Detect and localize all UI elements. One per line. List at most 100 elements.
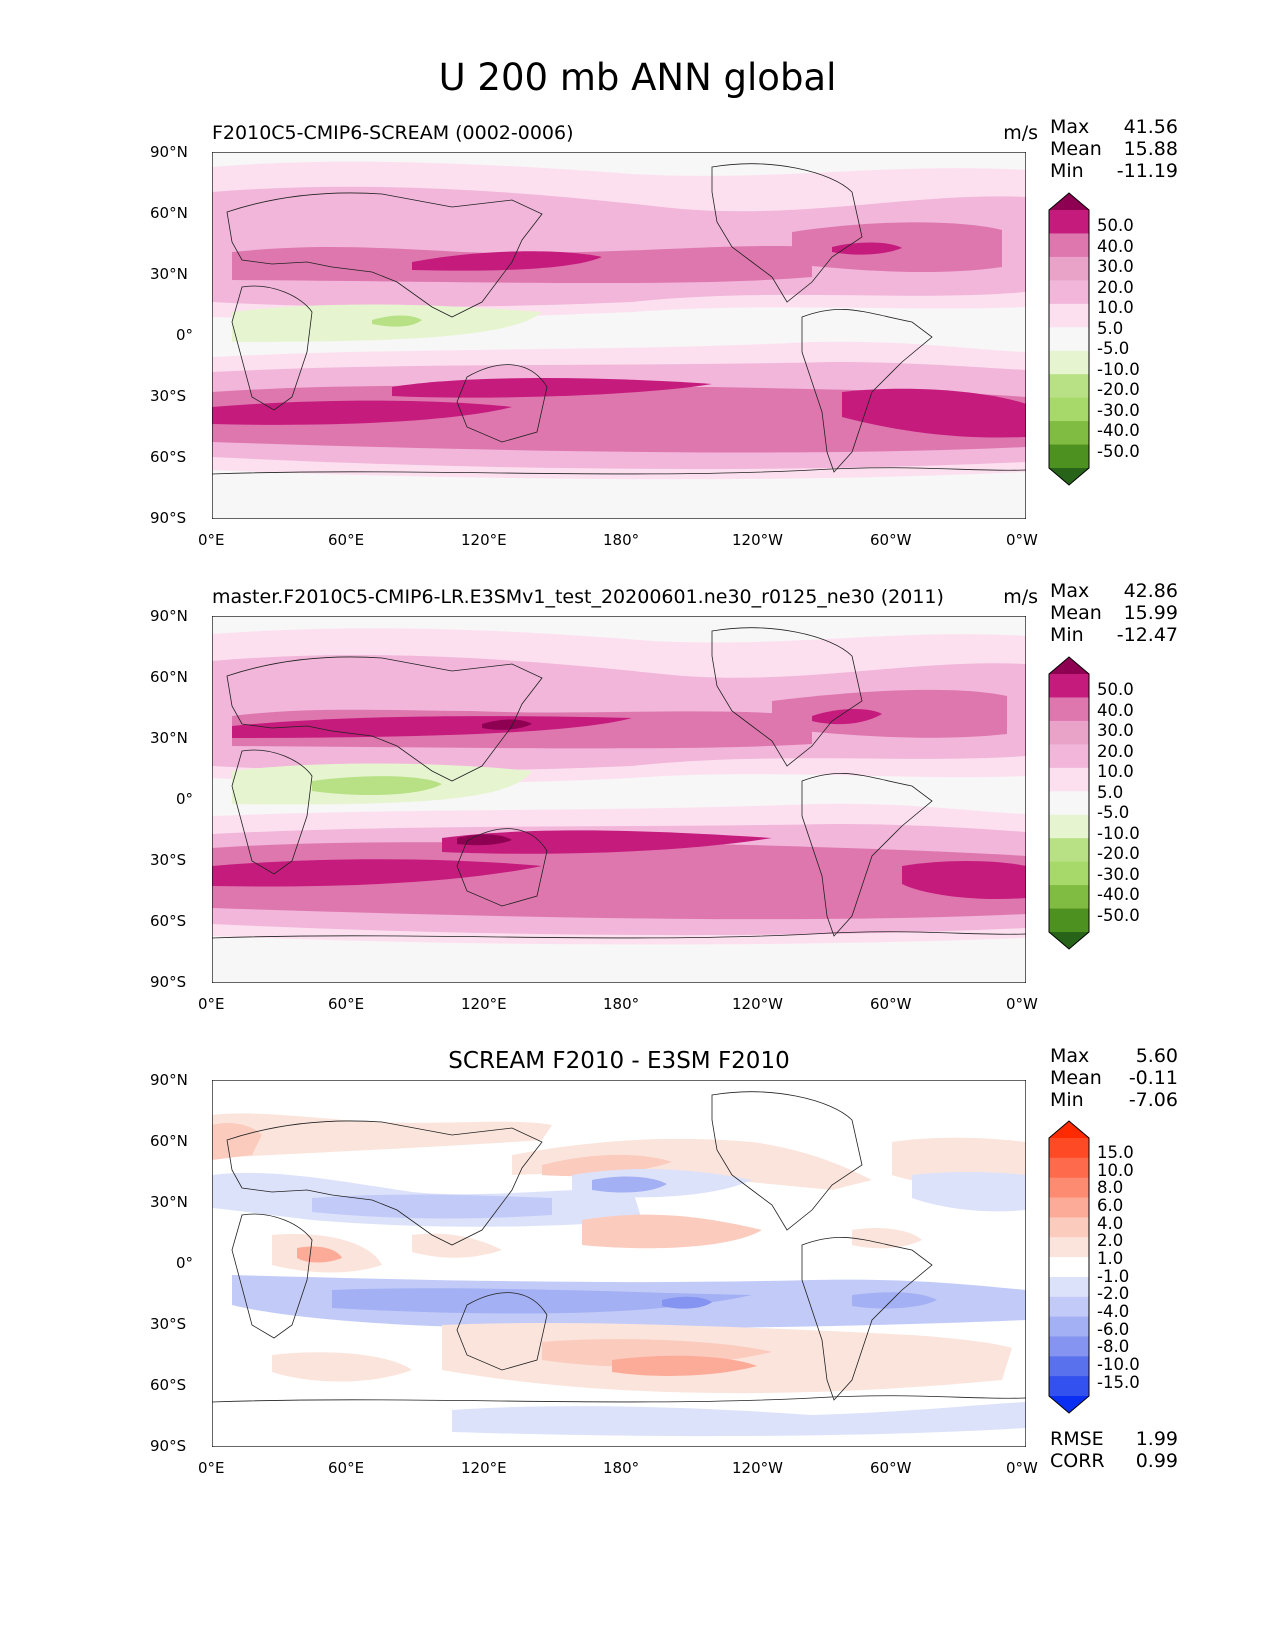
stat-min-value: -11.19 bbox=[1116, 160, 1178, 182]
colorbar-tick-label: 50.0 bbox=[1097, 680, 1134, 699]
lat-tick: 0° bbox=[176, 790, 194, 808]
lat-tick: 0° bbox=[176, 1254, 194, 1272]
lat-tick: 30°S bbox=[150, 1315, 187, 1333]
corr-value: 0.99 bbox=[1135, 1450, 1178, 1472]
stat-min-label: Min bbox=[1050, 1089, 1084, 1111]
lat-tick: 30°N bbox=[150, 1193, 188, 1211]
colorbar-swatch bbox=[1049, 885, 1089, 910]
lon-tick: 120°W bbox=[732, 1459, 783, 1477]
colorbar-tick-label: 40.0 bbox=[1097, 700, 1134, 720]
lat-tick: 90°N bbox=[150, 1071, 188, 1089]
rmse-label: RMSE bbox=[1050, 1428, 1104, 1450]
contour-band-sh40 bbox=[212, 400, 512, 425]
stat-max-label: Max bbox=[1050, 1045, 1090, 1067]
lon-tick: 60°E bbox=[328, 995, 365, 1013]
colorbar-tick-label: -10.0 bbox=[1097, 359, 1140, 379]
colorbar-swatch bbox=[1049, 674, 1089, 698]
panel-2-colorbar bbox=[1048, 656, 1090, 950]
lon-tick: 120°E bbox=[461, 995, 507, 1013]
colorbar-extend-max bbox=[1049, 657, 1089, 674]
colorbar-tick-label: -30.0 bbox=[1097, 400, 1140, 420]
panel-2-map bbox=[212, 616, 1026, 983]
colorbar-swatch bbox=[1049, 1217, 1089, 1238]
colorbar-swatch bbox=[1049, 233, 1089, 258]
colorbar-swatch bbox=[1049, 1336, 1089, 1357]
panel-1-map bbox=[212, 152, 1026, 519]
coastline-outline bbox=[212, 163, 1026, 475]
stat-mean-value: -0.11 bbox=[1128, 1067, 1178, 1089]
panel-3-stats: Max 5.60 Mean -0.11 Min -7.06 bbox=[1050, 1045, 1178, 1111]
lon-tick: 0°E bbox=[198, 995, 225, 1013]
colorbar-tick-label: 1.0 bbox=[1097, 1248, 1124, 1268]
lat-tick: 0° bbox=[176, 326, 194, 344]
lon-tick: 60°E bbox=[328, 1459, 365, 1477]
lon-tick: 180° bbox=[603, 995, 640, 1013]
lon-tick: 60°W bbox=[870, 531, 912, 549]
colorbar-swatch bbox=[1049, 327, 1089, 352]
colorbar-swatch bbox=[1049, 280, 1089, 305]
contour-band-30b bbox=[772, 689, 1007, 738]
stat-max-value: 42.86 bbox=[1123, 580, 1178, 602]
stat-max-value: 5.60 bbox=[1135, 1045, 1178, 1067]
colorbar-swatch bbox=[1049, 861, 1089, 886]
colorbar-swatch bbox=[1049, 814, 1089, 839]
diff-pos-band bbox=[297, 1246, 342, 1263]
colorbar-swatch bbox=[1049, 1316, 1089, 1337]
colorbar-swatch bbox=[1049, 720, 1089, 745]
colorbar-tick-label: 20.0 bbox=[1097, 741, 1134, 761]
colorbar-swatch bbox=[1049, 397, 1089, 422]
stat-max-label: Max bbox=[1050, 580, 1090, 602]
panel-2-units: m/s bbox=[1003, 586, 1038, 608]
lat-tick: 30°S bbox=[150, 387, 187, 405]
stat-min-label: Min bbox=[1050, 624, 1084, 646]
panel-2-colorbar-labels: 50.0 40.0 30.0 20.0 10.0 5.0 -5.0 -10.0 -20.0 -30… bbox=[1097, 680, 1140, 926]
stat-max-value: 41.56 bbox=[1123, 116, 1178, 138]
contour-band-sh40 bbox=[212, 859, 542, 887]
diff-pos-band bbox=[852, 1228, 922, 1249]
colorbar-tick-label: -10.0 bbox=[1097, 823, 1140, 843]
contour-band-40 bbox=[232, 716, 632, 738]
colorbar-tick-label: 2.0 bbox=[1097, 1231, 1124, 1251]
colorbar-swatch bbox=[1049, 350, 1089, 375]
colorbar-swatch bbox=[1049, 1276, 1089, 1298]
lat-tick: 30°N bbox=[150, 729, 188, 747]
colorbar-outline bbox=[1048, 656, 1090, 950]
panel-1-title: F2010C5-CMIP6-SCREAM (0002-0006) bbox=[212, 122, 574, 144]
colorbar-extend-max bbox=[1049, 1121, 1089, 1138]
diff-neg-band bbox=[912, 1171, 1026, 1212]
colorbar-swatch bbox=[1049, 1177, 1089, 1199]
lon-tick: 60°W bbox=[870, 995, 912, 1013]
lon-tick: 180° bbox=[603, 531, 640, 549]
diff-pos-band bbox=[412, 1233, 502, 1258]
contour-band-40b bbox=[812, 709, 882, 725]
colorbar-swatch bbox=[1049, 908, 1089, 933]
stat-mean-label: Mean bbox=[1050, 1067, 1102, 1089]
lat-tick: 60°N bbox=[150, 668, 188, 686]
colorbar-swatch bbox=[1049, 1257, 1089, 1278]
lat-tick: 90°N bbox=[150, 143, 188, 161]
colorbar-tick-label: -40.0 bbox=[1097, 885, 1140, 904]
diff-neg-band bbox=[662, 1296, 712, 1309]
panel-3-colorbar bbox=[1048, 1120, 1090, 1414]
diff-pos-band bbox=[512, 1138, 872, 1190]
diff-pos-band bbox=[272, 1352, 412, 1382]
colorbar-tick-label: 6.0 bbox=[1097, 1195, 1124, 1215]
lat-tick: 60°S bbox=[150, 448, 187, 466]
colorbar-extend-min bbox=[1049, 468, 1089, 485]
colorbar-tick-label: -30.0 bbox=[1097, 864, 1140, 884]
panel-2-title: master.F2010C5-CMIP6-LR.E3SMv1_test_2020… bbox=[212, 586, 944, 608]
lon-tick: 180° bbox=[603, 1459, 640, 1477]
panel-1-colorbar-labels: 50.0 40.0 30.0 20.0 10.0 5.0 -5.0 -10.0 -20.0 -30… bbox=[1097, 216, 1140, 462]
colorbar-swatch bbox=[1049, 421, 1089, 446]
stat-mean-value: 15.88 bbox=[1123, 138, 1178, 160]
colorbar-swatch bbox=[1049, 838, 1089, 863]
contour-band-40 bbox=[412, 251, 602, 271]
diff-pos-band bbox=[612, 1355, 757, 1376]
lon-tick: 120°W bbox=[732, 995, 783, 1013]
lat-tick: 60°N bbox=[150, 204, 188, 222]
contour-band-ng20 bbox=[372, 315, 422, 327]
colorbar-tick-label: -5.0 bbox=[1097, 803, 1130, 822]
colorbar-tick-label: 40.0 bbox=[1097, 236, 1134, 256]
colorbar-tick-label: 20.0 bbox=[1097, 277, 1134, 297]
colorbar-swatch bbox=[1049, 1376, 1089, 1397]
